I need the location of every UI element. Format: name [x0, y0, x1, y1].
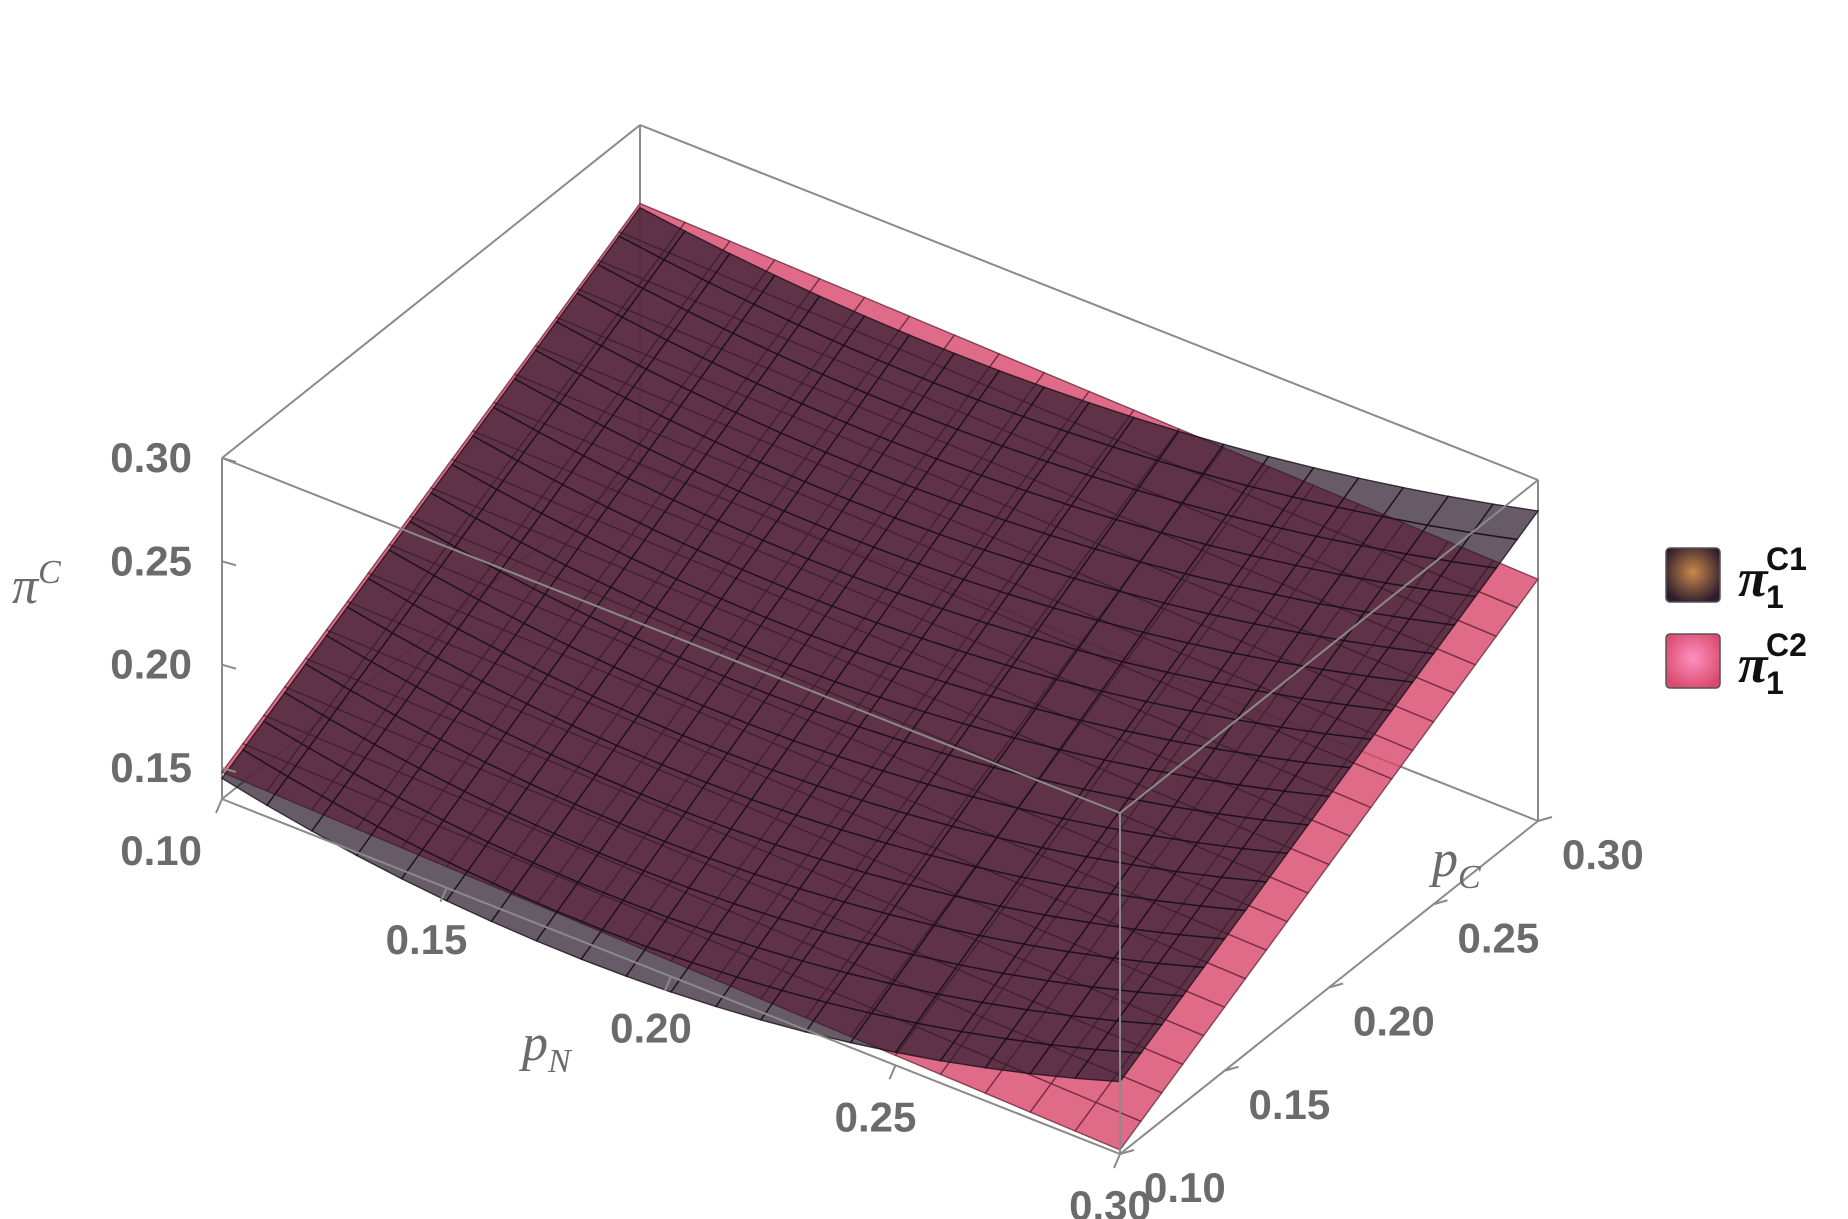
tick-mark — [221, 767, 237, 773]
z-tick-label: 0.15 — [110, 744, 192, 791]
tick-mark — [1433, 899, 1448, 906]
legend-sub-c2: 1 — [1766, 665, 1784, 701]
tick-mark — [215, 798, 223, 814]
y-tick-label: 0.30 — [1562, 831, 1644, 878]
x-tick-label: 0.15 — [386, 916, 468, 963]
tick-mark — [1537, 816, 1553, 822]
legend-item-c1: π C1 1 — [1665, 541, 1807, 615]
tick-mark — [439, 887, 448, 903]
legend: π C1 1 π C2 1 — [1665, 541, 1807, 701]
surfaces — [220, 202, 1540, 1151]
axis-ticks: 0.100.150.200.250.300.100.150.200.250.30… — [110, 434, 1644, 1219]
tick-mark — [221, 663, 237, 670]
legend-item-c2: π C2 1 — [1665, 627, 1807, 701]
box-edge — [221, 124, 641, 459]
tick-mark — [1328, 982, 1344, 989]
legend-swatch-c2 — [1665, 633, 1721, 689]
tick-mark — [221, 457, 237, 463]
tick-mark — [1113, 1153, 1121, 1169]
legend-swatch-c1 — [1665, 547, 1721, 603]
z-tick-label: 0.25 — [110, 537, 192, 584]
x-tick-label: 0.10 — [120, 827, 202, 874]
tick-mark — [221, 560, 237, 567]
z-tick-label: 0.30 — [110, 434, 192, 481]
legend-label-c2: π — [1738, 634, 1769, 694]
y-tick-label: 0.20 — [1353, 998, 1435, 1045]
z-axis-label: πC — [12, 554, 61, 615]
tick-mark — [1119, 1149, 1135, 1155]
x-tick-label: 0.30 — [1069, 1182, 1151, 1219]
box-edge — [1119, 479, 1539, 814]
legend-sub-c1: 1 — [1766, 579, 1784, 615]
legend-label-c1: π — [1738, 548, 1769, 608]
legend-sup-c1: C1 — [1766, 541, 1807, 577]
surface-cell — [220, 748, 289, 807]
surface-c1 — [220, 206, 1540, 1083]
tick-mark — [664, 976, 672, 991]
y-tick-label: 0.10 — [1144, 1164, 1226, 1211]
y-axis-label: pC — [1428, 831, 1481, 896]
x-tick-label: 0.25 — [835, 1093, 917, 1140]
tick-mark — [888, 1064, 897, 1080]
y-tick-label: 0.15 — [1249, 1081, 1331, 1128]
z-tick-label: 0.20 — [110, 641, 192, 688]
legend-sup-c2: C2 — [1766, 627, 1807, 663]
box-edge — [221, 457, 1121, 814]
x-tick-label: 0.20 — [610, 1005, 692, 1052]
tick-mark — [1224, 1065, 1239, 1072]
y-tick-label: 0.25 — [1458, 914, 1540, 961]
box-edge — [639, 124, 1539, 481]
x-axis-label: pN — [518, 1015, 573, 1080]
